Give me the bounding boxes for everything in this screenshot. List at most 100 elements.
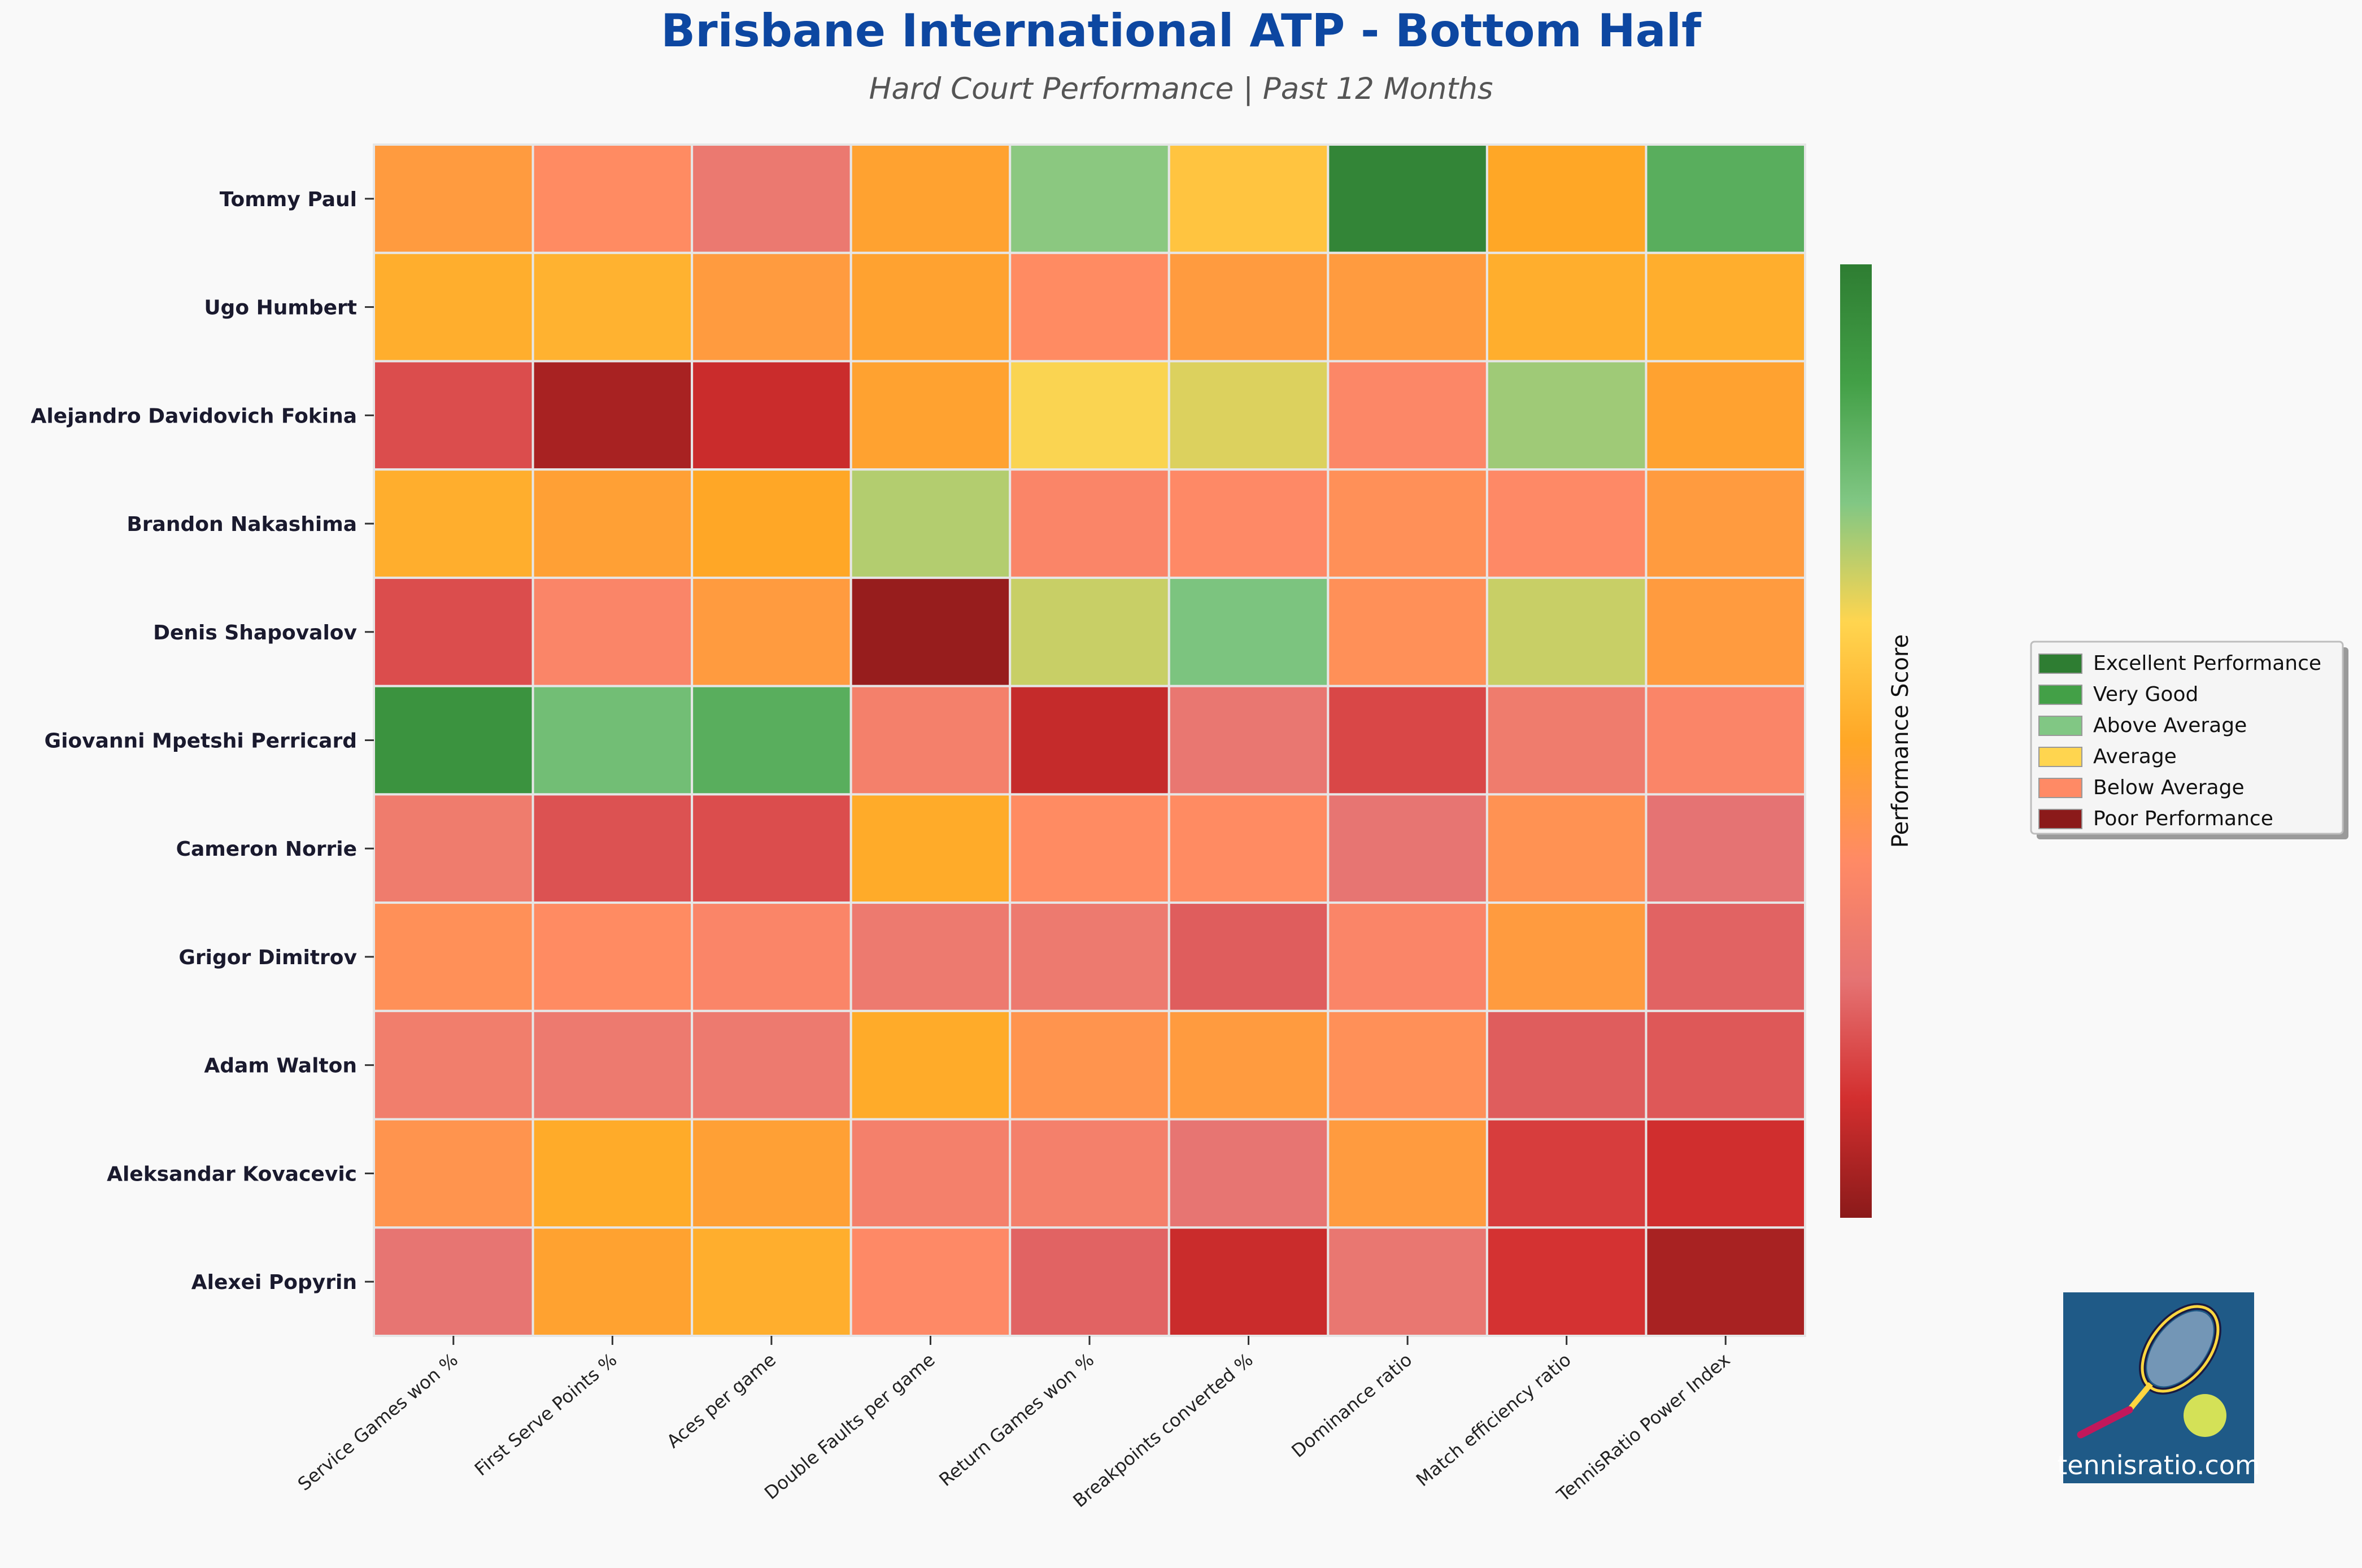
heatmap-cell: [849, 685, 1012, 796]
heatmap-cell: [1009, 360, 1170, 471]
heatmap-cell: [531, 143, 694, 254]
heatmap-cell: [1645, 685, 1806, 796]
heatmap-cell: [373, 468, 534, 579]
heatmap-cell: [1485, 576, 1648, 687]
column-label: Service Games won %: [294, 1349, 462, 1495]
legend-swatch: [2038, 716, 2082, 736]
legend-swatch: [2038, 809, 2082, 829]
heatmap-cell: [1327, 901, 1488, 1012]
heatmap-cell: [691, 1226, 852, 1337]
legend-label: Above Average: [2093, 714, 2247, 737]
heatmap-cell: [849, 468, 1012, 579]
heatmap-cell: [849, 251, 1012, 363]
column-label: Double Faults per game: [760, 1349, 939, 1504]
row-label: Adam Walton: [204, 1055, 357, 1078]
row-label: Cameron Norrie: [176, 838, 357, 861]
row-label: Denis Shapovalov: [153, 621, 357, 644]
heatmap-cell: [1167, 1118, 1330, 1229]
legend-label: Excellent Performance: [2093, 652, 2321, 675]
heatmap-cell: [1645, 901, 1806, 1012]
heatmap-cell: [1645, 143, 1806, 254]
heatmap-cell: [1327, 793, 1488, 904]
legend-label: Very Good: [2093, 683, 2198, 706]
heatmap-cell: [373, 1226, 534, 1337]
heatmap-cell: [1485, 360, 1648, 471]
heatmap-cell: [691, 251, 852, 363]
chart-subtitle: Hard Court Performance | Past 12 Months: [869, 72, 1493, 106]
heatmap-cell: [373, 685, 534, 796]
row-label: Grigor Dimitrov: [178, 946, 357, 969]
heatmap-cell: [1327, 1009, 1488, 1121]
heatmap-cell: [849, 793, 1012, 904]
heatmap-cell: [691, 1009, 852, 1121]
heatmap-cell: [1485, 901, 1648, 1012]
column-labels: Service Games won % First Serve Points % A…: [294, 1336, 1734, 1512]
heatmap-cell: [531, 360, 694, 471]
heatmap-cell: [1327, 685, 1488, 796]
heatmap-cell: [1327, 1118, 1488, 1229]
column-label: Return Games won %: [935, 1349, 1098, 1491]
heatmap-cell: [373, 901, 534, 1012]
heatmap-cell: [691, 468, 852, 579]
heatmap-cell: [849, 1009, 1012, 1121]
column-label: Aces per game: [663, 1349, 780, 1452]
legend-swatch: [2038, 747, 2082, 767]
heatmap-cell: [1485, 1009, 1648, 1121]
heatmap-cell: [1009, 576, 1170, 687]
heatmap-cell: [1009, 901, 1170, 1012]
row-label: Aleksandar Kovacevic: [107, 1162, 357, 1186]
heatmap-cell: [373, 576, 534, 687]
heatmap-cell: [531, 251, 694, 363]
heatmap-cell: [1009, 468, 1170, 579]
heatmap-cell: [691, 576, 852, 687]
column-label: TennisRatio Power Index: [1553, 1349, 1735, 1506]
heatmap-cell: [1485, 1118, 1648, 1229]
heatmap-cell: [1167, 360, 1330, 471]
heatmap-cell: [691, 793, 852, 904]
row-label: Brandon Nakashima: [127, 513, 357, 536]
legend-label: Average: [2093, 745, 2177, 768]
heatmap-cell: [691, 685, 852, 796]
heatmap-cell: [1485, 1226, 1648, 1337]
heatmap-cell: [1327, 576, 1488, 687]
heatmap-cell: [1645, 360, 1806, 471]
column-label: First Serve Points %: [470, 1349, 621, 1480]
heatmap-cell: [531, 793, 694, 904]
heatmap-cell: [1645, 1118, 1806, 1229]
chart-title: Brisbane International ATP - Bottom Half: [661, 5, 1702, 57]
row-label: Ugo Humbert: [204, 297, 357, 320]
heatmap-cell: [1485, 143, 1648, 254]
heatmap-cell: [849, 1226, 1012, 1337]
heatmap-cell: [1009, 1009, 1170, 1121]
heatmap-cell: [691, 360, 852, 471]
heatmap-cell: [1167, 1009, 1330, 1121]
heatmap-cell: [373, 360, 534, 471]
heatmap-cell: [373, 1118, 534, 1229]
heatmap-cell: [1167, 251, 1330, 363]
heatmap-cell: [1327, 143, 1488, 254]
heatmap-cell: [1327, 468, 1488, 579]
heatmap-cell: [849, 1118, 1012, 1229]
row-labels: Tommy Paul Ugo Humbert Alejandro Davidovic…: [30, 188, 374, 1294]
heatmap-cell: [1485, 251, 1648, 363]
colorbar-gradient: [1840, 264, 1872, 1218]
heatmap-cell: [849, 143, 1012, 254]
column-label: Match efficiency ratio: [1412, 1349, 1575, 1491]
heatmap-cell: [373, 251, 534, 363]
heatmap-cell: [531, 1118, 694, 1229]
heatmap-cell: [1485, 468, 1648, 579]
heatmap-cell: [1485, 685, 1648, 796]
heatmap-cell: [531, 1226, 694, 1337]
heatmap-cell: [1645, 251, 1806, 363]
heatmap-cell: [1485, 793, 1648, 904]
heatmap-cell: [373, 1009, 534, 1121]
heatmap-cell: [1327, 1226, 1488, 1337]
heatmap-cell: [849, 576, 1012, 687]
heatmap-cell: [1009, 251, 1170, 363]
colorbar-label: Performance Score: [1888, 634, 1914, 848]
heatmap-cell: [1167, 901, 1330, 1012]
heatmap-cell: [691, 901, 852, 1012]
legend: Excellent Performance Very Good Above Aver…: [2030, 641, 2348, 839]
heatmap-cell: [1167, 468, 1330, 579]
